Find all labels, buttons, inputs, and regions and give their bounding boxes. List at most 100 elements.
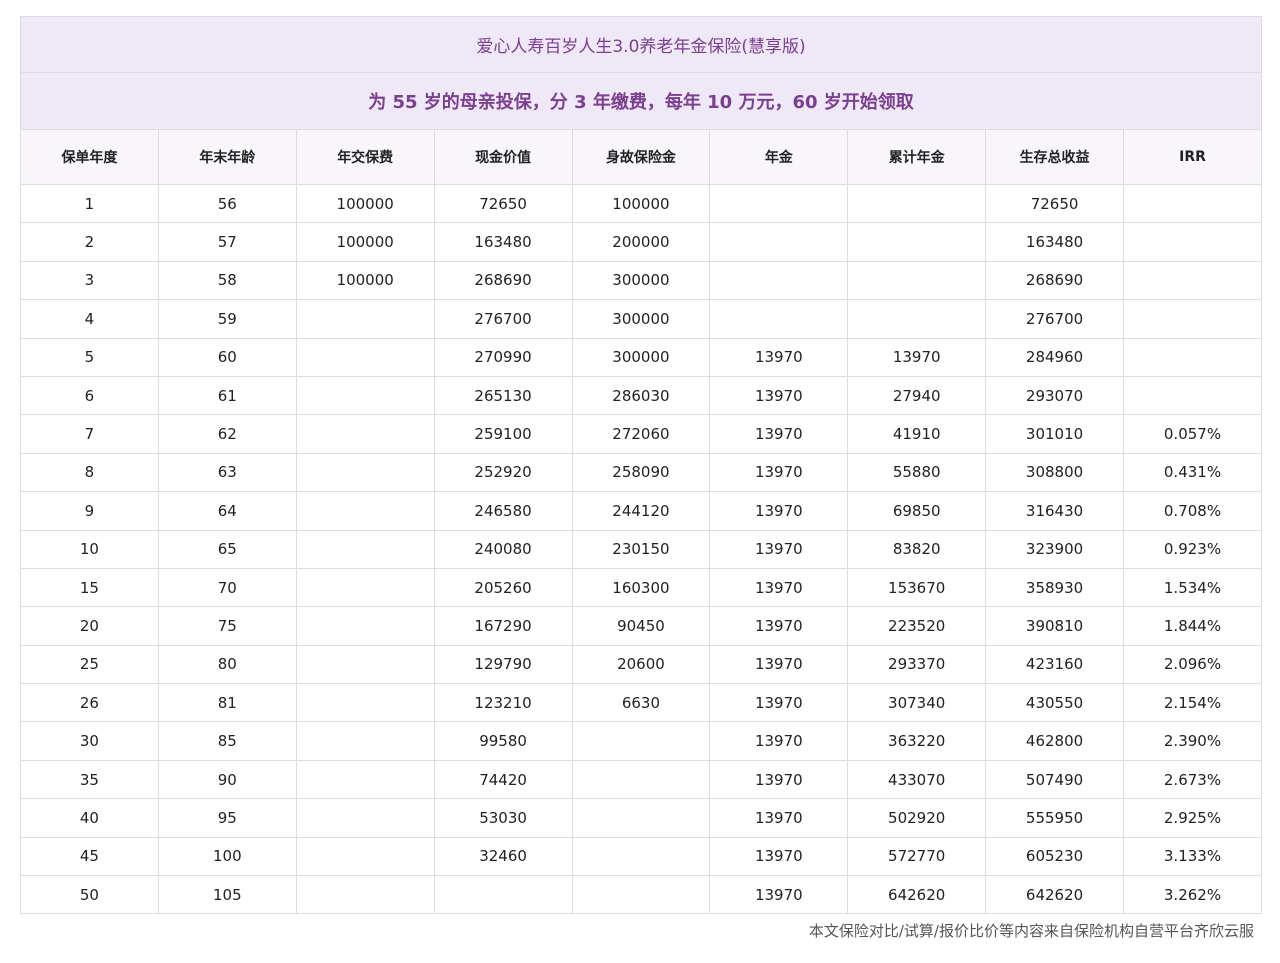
- table-cell: 62: [157, 414, 297, 454]
- table-cell: 430550: [985, 683, 1124, 723]
- table-cell: [847, 260, 987, 301]
- table-row: 40 95 53030 13970 502920 555950 2.925%: [20, 798, 1262, 838]
- table-cell: 13970: [709, 721, 849, 761]
- table-cell: 56: [157, 183, 297, 224]
- table-cell: 265130: [433, 375, 573, 416]
- column-header: 年交保费: [295, 129, 435, 185]
- table-cell: 642620: [847, 875, 987, 915]
- table-cell: 8: [20, 452, 159, 493]
- column-header: 保单年度: [20, 129, 159, 185]
- table-cell: [295, 299, 435, 339]
- table-cell: 276700: [985, 299, 1124, 339]
- table-cell: 25: [20, 644, 159, 685]
- table-cell: [295, 491, 435, 531]
- table-cell: 100000: [295, 222, 435, 262]
- table-cell: 272060: [571, 414, 711, 454]
- table-cell: [433, 875, 573, 915]
- table-cell: 316430: [985, 491, 1124, 531]
- table-cell: 72650: [433, 183, 573, 224]
- table-cell: 223520: [847, 606, 987, 646]
- column-header: 年末年龄: [157, 129, 297, 185]
- table-row: 45 100 32460 13970 572770 605230 3.133%: [20, 836, 1262, 877]
- table-cell: 35: [20, 759, 159, 800]
- table-cell: [1123, 222, 1262, 262]
- table-cell: [571, 875, 711, 915]
- table-cell: [1123, 260, 1262, 301]
- table-cell: 13970: [709, 875, 849, 915]
- table-cell: 13970: [709, 606, 849, 646]
- table-cell: 293370: [847, 644, 987, 685]
- table-cell: 0.923%: [1123, 529, 1262, 569]
- table-cell: [847, 299, 987, 339]
- table-cell: 642620: [985, 875, 1124, 915]
- table-cell: 13970: [709, 452, 849, 493]
- table-cell: 13970: [709, 529, 849, 569]
- table-cell: 301010: [985, 414, 1124, 454]
- table-cell: 13970: [709, 491, 849, 531]
- table-cell: 246580: [433, 491, 573, 531]
- table-row: 15 70 205260 160300 13970 153670 358930 1.534%: [20, 567, 1262, 608]
- table-cell: 32460: [433, 836, 573, 877]
- table-cell: 1.844%: [1123, 606, 1262, 646]
- table-cell: 100: [157, 836, 297, 877]
- table-cell: [571, 759, 711, 800]
- table-cell: [1123, 299, 1262, 339]
- table-cell: 64: [157, 491, 297, 531]
- table-cell: 10: [20, 529, 159, 569]
- table-cell: [295, 606, 435, 646]
- table-cell: 15: [20, 567, 159, 608]
- table-cell: [295, 414, 435, 454]
- table-cell: 53030: [433, 798, 573, 838]
- table-row: 3 58 100000 268690 300000 268690: [20, 260, 1262, 301]
- table-cell: 100000: [571, 183, 711, 224]
- table-cell: 300000: [571, 337, 711, 377]
- table-cell: 3.133%: [1123, 836, 1262, 877]
- table-cell: 605230: [985, 836, 1124, 877]
- table-cell: 433070: [847, 759, 987, 800]
- table-cell: [1123, 183, 1262, 224]
- table-cell: 55880: [847, 452, 987, 493]
- table-cell: 200000: [571, 222, 711, 262]
- table-cell: 20600: [571, 644, 711, 685]
- benefit-table: 爱心人寿百岁人生3.0养老年金保险(慧享版) 为 55 岁的母亲投保，分 3 年…: [20, 16, 1262, 915]
- table-cell: [295, 644, 435, 685]
- table-cell: 2.925%: [1123, 798, 1262, 838]
- table-row: 7 62 259100 272060 13970 41910 301010 0.057%: [20, 414, 1262, 454]
- table-cell: 244120: [571, 491, 711, 531]
- table-cell: 50: [20, 875, 159, 915]
- table-cell: 27940: [847, 375, 987, 416]
- table-cell: 20: [20, 606, 159, 646]
- table-cell: 293070: [985, 375, 1124, 416]
- table-cell: 5: [20, 337, 159, 377]
- table-cell: 74420: [433, 759, 573, 800]
- table-cell: 363220: [847, 721, 987, 761]
- table-cell: [709, 260, 849, 301]
- column-header: 生存总收益: [985, 129, 1124, 185]
- table-cell: 163480: [985, 222, 1124, 262]
- column-headers: 保单年度 年末年龄 年交保费 现金价值 身故保险金 年金 累计年金 生存总收益 IRR: [20, 129, 1262, 185]
- table-cell: [295, 798, 435, 838]
- table-row: 50 105 13970 642620 642620 3.262%: [20, 875, 1262, 915]
- table-cell: 13970: [709, 414, 849, 454]
- table-cell: 80: [157, 644, 297, 685]
- table-cell: [571, 798, 711, 838]
- table-cell: 41910: [847, 414, 987, 454]
- table-cell: 63: [157, 452, 297, 493]
- table-cell: 13970: [709, 683, 849, 723]
- table-cell: 423160: [985, 644, 1124, 685]
- table-cell: 13970: [709, 567, 849, 608]
- table-cell: 268690: [985, 260, 1124, 301]
- table-cell: 26: [20, 683, 159, 723]
- table-cell: 90: [157, 759, 297, 800]
- table-cell: 462800: [985, 721, 1124, 761]
- table-cell: 85: [157, 721, 297, 761]
- table-cell: 4: [20, 299, 159, 339]
- table-cell: 555950: [985, 798, 1124, 838]
- table-cell: 72650: [985, 183, 1124, 224]
- table-cell: 83820: [847, 529, 987, 569]
- table-cell: 270990: [433, 337, 573, 377]
- table-cell: 507490: [985, 759, 1124, 800]
- table-cell: 390810: [985, 606, 1124, 646]
- table-cell: [847, 222, 987, 262]
- table-cell: [709, 183, 849, 224]
